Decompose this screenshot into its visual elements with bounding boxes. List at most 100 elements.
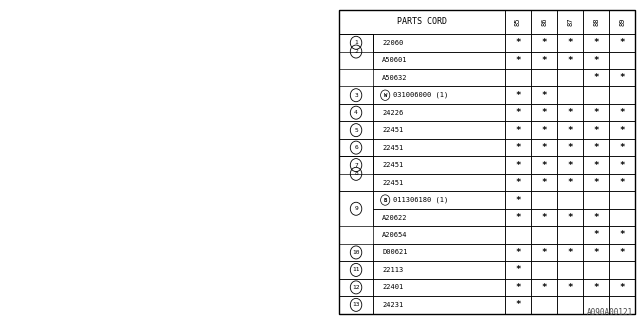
Bar	[373, 121, 505, 139]
Bar	[531, 279, 557, 296]
Bar	[557, 10, 583, 34]
Bar	[609, 296, 636, 314]
Text: 22451: 22451	[382, 127, 403, 133]
Bar	[339, 191, 373, 226]
Text: *: *	[620, 283, 625, 292]
Bar	[609, 104, 636, 121]
Text: 86: 86	[541, 18, 547, 26]
Bar	[583, 86, 609, 104]
Text: A20654: A20654	[382, 232, 408, 238]
Bar	[505, 34, 531, 52]
Text: *: *	[620, 248, 625, 257]
Bar	[557, 209, 583, 226]
Text: *: *	[515, 56, 521, 65]
Bar	[531, 121, 557, 139]
Bar	[583, 52, 609, 69]
Text: *: *	[515, 196, 521, 204]
Text: *: *	[593, 56, 599, 65]
Text: 12: 12	[352, 285, 360, 290]
Bar	[531, 174, 557, 191]
Bar	[531, 104, 557, 121]
Bar	[557, 279, 583, 296]
Bar	[531, 52, 557, 69]
Bar	[339, 139, 373, 156]
Text: *: *	[515, 265, 521, 275]
Bar	[531, 139, 557, 156]
Bar	[339, 244, 373, 261]
Bar	[531, 86, 557, 104]
Text: *: *	[515, 300, 521, 309]
Bar	[373, 156, 505, 174]
Bar	[505, 10, 531, 34]
Bar	[505, 104, 531, 121]
Bar	[583, 209, 609, 226]
Bar	[505, 261, 531, 279]
Bar	[557, 139, 583, 156]
Bar	[505, 156, 531, 174]
Text: A50632: A50632	[382, 75, 408, 81]
Bar	[557, 34, 583, 52]
Bar	[373, 52, 505, 69]
Text: 22060: 22060	[382, 40, 403, 46]
Bar	[373, 296, 505, 314]
Text: *: *	[541, 56, 547, 65]
Text: 4: 4	[354, 110, 358, 115]
Bar	[505, 86, 531, 104]
Bar	[583, 226, 609, 244]
Text: *: *	[620, 230, 625, 239]
Bar	[505, 209, 531, 226]
Bar	[531, 296, 557, 314]
Bar	[339, 10, 505, 34]
Text: *: *	[593, 178, 599, 187]
Text: 22451: 22451	[382, 145, 403, 151]
Text: *: *	[620, 178, 625, 187]
Text: 88: 88	[593, 18, 599, 26]
Text: 22401: 22401	[382, 284, 403, 290]
Bar	[557, 261, 583, 279]
Text: *: *	[593, 108, 599, 117]
Bar	[583, 279, 609, 296]
Text: *: *	[541, 283, 547, 292]
Text: *: *	[541, 38, 547, 47]
Text: 87: 87	[567, 18, 573, 26]
Text: *: *	[568, 283, 573, 292]
Text: *: *	[620, 161, 625, 170]
Bar	[557, 174, 583, 191]
Text: *: *	[568, 56, 573, 65]
Text: 24226: 24226	[382, 110, 403, 116]
Bar	[339, 121, 373, 139]
Bar	[583, 296, 609, 314]
Bar	[505, 121, 531, 139]
Text: 10: 10	[352, 250, 360, 255]
Bar	[505, 69, 531, 86]
Bar	[609, 86, 636, 104]
Text: *: *	[568, 126, 573, 135]
Bar	[557, 296, 583, 314]
Bar	[583, 191, 609, 209]
Bar	[583, 121, 609, 139]
Text: *: *	[515, 143, 521, 152]
Bar	[583, 34, 609, 52]
Bar	[609, 261, 636, 279]
Text: *: *	[541, 161, 547, 170]
Bar	[583, 174, 609, 191]
Bar	[609, 139, 636, 156]
Text: 11: 11	[352, 268, 360, 272]
Text: A090A00121: A090A00121	[588, 308, 634, 317]
Text: *: *	[541, 126, 547, 135]
Bar	[373, 86, 505, 104]
Bar	[505, 244, 531, 261]
Text: *: *	[541, 178, 547, 187]
Bar	[531, 10, 557, 34]
Text: *: *	[541, 143, 547, 152]
Text: *: *	[593, 213, 599, 222]
Bar	[505, 174, 531, 191]
Text: 5: 5	[354, 128, 358, 133]
Bar	[373, 174, 505, 191]
Text: *: *	[515, 178, 521, 187]
Bar	[339, 261, 373, 279]
Text: *: *	[568, 108, 573, 117]
Text: *: *	[515, 248, 521, 257]
Text: D00621: D00621	[382, 250, 408, 255]
Text: 24231: 24231	[382, 302, 403, 308]
